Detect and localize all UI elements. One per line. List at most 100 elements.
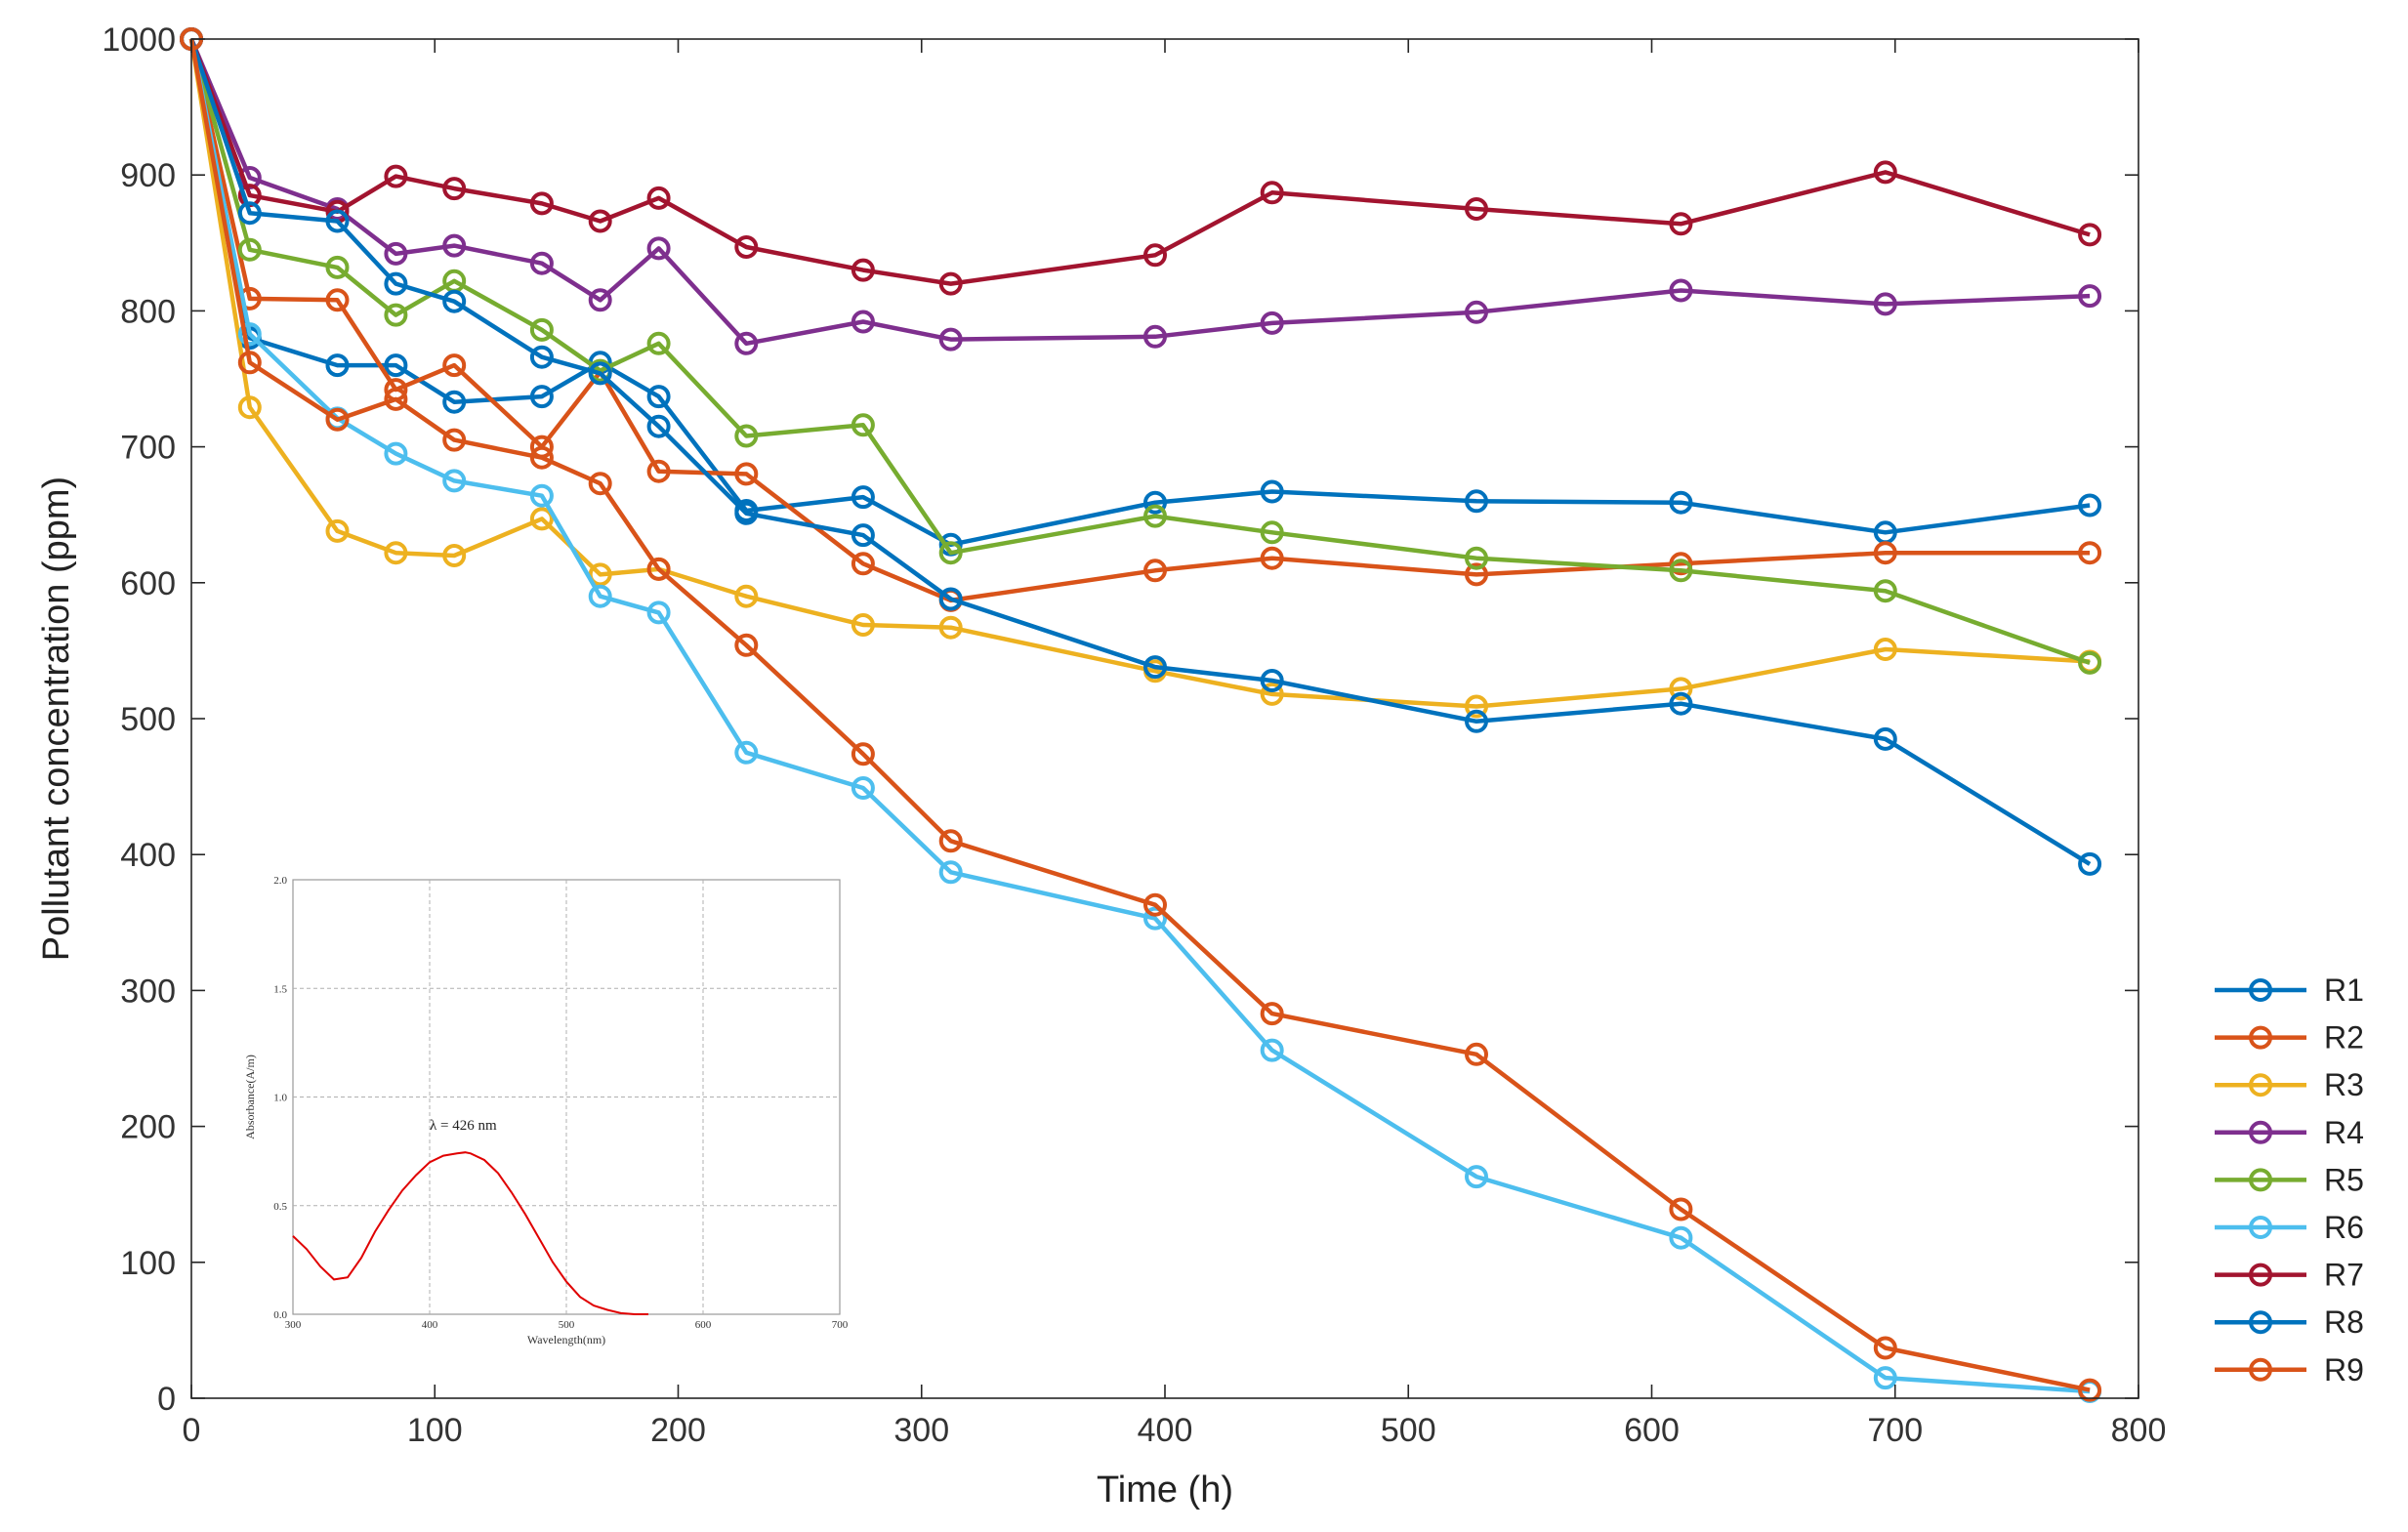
data-point-r8 [237,201,262,226]
data-point-r1 [2078,493,2102,518]
data-point-r3 [529,507,554,531]
y-tick-label: 500 [120,701,176,738]
data-point-r7 [851,258,875,282]
axes: 0 100 200 300 400 500 600 700 800 0 100 200 300 400 50… [36,21,2166,1511]
inset-peak-annotation: λ = 426 nm [430,1118,497,1134]
legend-item-r2: R2 [2215,1020,2364,1056]
data-point-r9 [442,428,467,452]
data-point-r3 [325,518,350,543]
data-point-r4 [2078,284,2102,309]
data-point-r7 [1669,212,1693,236]
series-r5 [180,27,2102,675]
data-point-r6 [1669,1225,1693,1250]
series-line-r5 [188,38,2091,666]
data-point-r4 [442,233,467,258]
series-line-r3 [188,38,2091,709]
data-point-r5 [938,541,963,565]
data-point-r1 [1260,479,1284,504]
y-tick-label: 400 [120,837,176,874]
inset-x-axis-title: Wavelength(nm) [527,1333,605,1346]
data-point-r4 [1465,300,1488,324]
legend-label: R9 [2324,1352,2364,1387]
series-line-r8 [188,38,2092,866]
legend-label: R5 [2324,1162,2364,1197]
data-point-r8 [1669,691,1693,716]
data-point-r7 [1465,197,1488,221]
data-point-r3 [384,541,408,565]
data-point-r3 [851,613,875,637]
y-tick-label: 200 [120,1109,176,1146]
data-point-r7 [734,235,759,259]
data-point-r9 [734,633,759,657]
y-tick-label: 300 [120,973,176,1010]
series-lines [180,27,2102,1403]
x-tick-label: 700 [1867,1412,1923,1449]
data-point-r2 [851,552,875,576]
legend-label: R8 [2324,1304,2364,1340]
legend-item-r4: R4 [2215,1115,2364,1150]
data-point-r8 [851,523,875,548]
inset-x-tick-label: 300 [285,1319,302,1331]
legend: R1 R2 R3 R4 R5 R6 R7 R8 R9 [2215,973,2364,1387]
data-point-r2 [1465,562,1488,587]
data-point-r6 [529,483,554,508]
data-point-r6 [646,600,671,625]
data-point-r8 [442,289,467,313]
data-point-r9 [2078,1378,2102,1402]
x-tick-label: 200 [650,1412,706,1449]
data-point-r2 [325,288,350,312]
data-point-r3 [1669,677,1693,701]
legend-item-r1: R1 [2215,973,2364,1008]
inset-x-tick-label: 700 [832,1319,849,1331]
data-point-r2 [1669,552,1693,576]
data-point-r5 [529,317,554,342]
legend-item-r8: R8 [2215,1304,2364,1340]
data-point-r9 [1260,1002,1284,1026]
legend-item-r5: R5 [2215,1162,2364,1197]
inset-y-tick-label: 1.0 [273,1093,287,1104]
data-point-r8 [325,209,350,233]
x-tick-label: 500 [1381,1412,1436,1449]
data-point-r4 [384,241,408,266]
series-r7 [180,27,2102,296]
data-point-r9 [1143,892,1167,917]
data-point-r9 [1669,1197,1693,1221]
data-point-r8 [384,271,408,296]
inset-y-axis-title: Absorbance(A/m) [243,1055,257,1139]
data-point-r3 [237,395,262,420]
legend-marker [2249,1073,2272,1097]
data-point-r9 [588,472,612,496]
legend-item-r6: R6 [2215,1210,2364,1245]
legend-marker [2249,1216,2272,1239]
data-point-r7 [384,164,408,188]
data-point-r5 [734,424,759,448]
data-point-r7 [588,209,612,233]
data-point-r5 [2078,650,2102,675]
data-point-r4 [1143,324,1167,349]
data-point-r2 [734,462,759,486]
legend-label: R7 [2324,1258,2364,1293]
data-point-r6 [1143,906,1167,931]
data-point-r1 [325,353,350,378]
data-point-r8 [734,501,759,525]
data-point-r4 [1873,292,1897,316]
data-point-r5 [237,237,262,262]
series-r6 [180,27,2102,1403]
x-tick-label: 400 [1138,1412,1193,1449]
data-point-r4 [529,251,554,275]
inset-y-tick-label: 2.0 [273,875,287,887]
data-point-r5 [646,331,671,355]
data-point-r3 [1465,694,1488,719]
data-point-r5 [1669,559,1693,583]
data-point-r5 [325,255,350,279]
data-point-r6 [1873,1366,1897,1390]
data-point-r6 [237,322,262,347]
data-point-r7 [1260,181,1284,205]
data-point-r6 [1260,1038,1284,1062]
series-line-r2 [188,38,2091,603]
data-point-r8 [1465,709,1488,733]
data-point-r8 [588,361,612,386]
y-tick-label: 1000 [102,21,176,59]
data-point-r2 [1873,541,1897,565]
